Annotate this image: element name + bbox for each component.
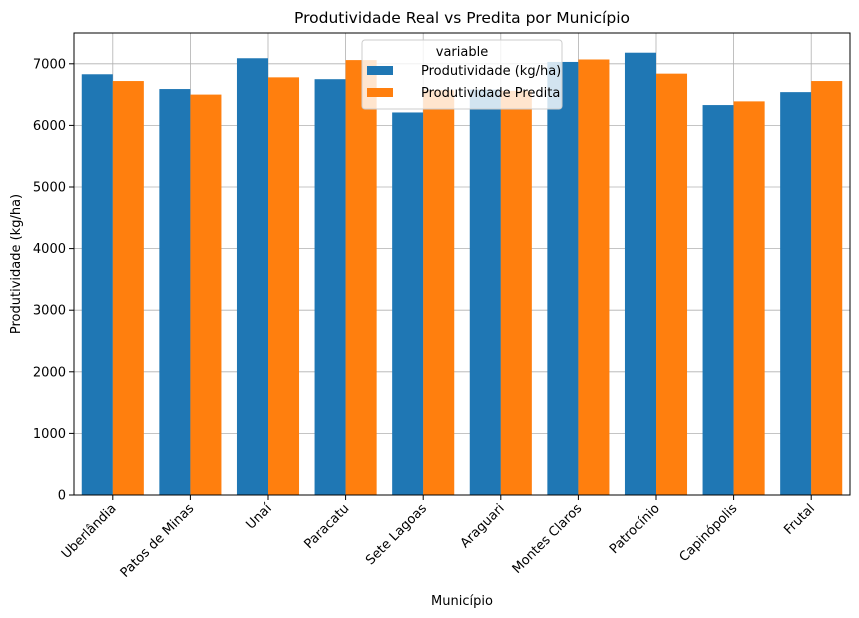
bar-predita — [190, 94, 222, 495]
legend-swatch-1 — [367, 88, 393, 97]
y-tick-label: 0 — [58, 489, 66, 504]
bar-predita — [578, 59, 610, 495]
chart-title: Produtividade Real vs Predita por Municí… — [294, 9, 630, 27]
plot-frame — [73, 32, 851, 496]
y-tick-label: 2000 — [33, 365, 66, 380]
x-tick-label: Araguari — [458, 501, 508, 551]
bar-predita — [423, 90, 455, 496]
bar-predita — [656, 73, 688, 495]
legend-box — [361, 39, 563, 110]
bar-real — [624, 52, 656, 495]
bar-predita — [733, 101, 765, 495]
bar-real — [702, 105, 734, 496]
y-tick-label: 5000 — [33, 181, 66, 196]
legend-swatch-0 — [367, 66, 393, 75]
x-tick-label: Capinópolis — [677, 501, 741, 565]
bar-real — [81, 74, 113, 495]
bar-real — [314, 79, 346, 495]
legend-label-0: Produtividade (kg/ha) — [421, 64, 561, 79]
y-tick-label: 1000 — [33, 427, 66, 442]
bar-predita — [268, 77, 300, 496]
x-tick-label: Patrocínio — [607, 501, 663, 557]
bar-real — [780, 92, 812, 496]
bar-real — [547, 61, 579, 496]
x-tick-label: Montes Claros — [510, 501, 586, 577]
bar-predita — [112, 81, 144, 495]
y-tick-label: 6000 — [33, 119, 66, 134]
legend: variable Produtividade (kg/ha) Produtivi… — [361, 39, 563, 110]
y-axis-title: Produtividade (kg/ha) — [9, 194, 24, 334]
legend-title: variable — [436, 45, 488, 60]
bar-predita — [345, 60, 377, 495]
bar-real — [469, 89, 501, 495]
x-tick-label: Unaí — [243, 501, 275, 533]
x-tick-label: Uberlândia — [59, 501, 120, 562]
bars — [81, 52, 843, 496]
bar-predita — [500, 90, 532, 496]
bar-real — [392, 112, 424, 496]
bar-real — [159, 89, 191, 495]
y-tick-label: 3000 — [33, 304, 66, 319]
x-tick-label: Sete Lagoas — [363, 501, 430, 568]
x-tick-label: Paracatu — [302, 501, 353, 552]
legend-label-1: Produtividade Predita — [421, 86, 560, 101]
y-axis: 0 1000 2000 3000 4000 5000 6000 7000 — [33, 57, 74, 504]
x-axis-title: Município — [431, 594, 493, 609]
x-tick-label: Frutal — [781, 501, 818, 538]
x-tick-label: Patos de Minas — [118, 501, 198, 581]
bar-predita — [811, 81, 843, 495]
y-tick-label: 7000 — [33, 57, 66, 72]
bar-real — [236, 58, 268, 495]
y-tick-label: 4000 — [33, 242, 66, 257]
